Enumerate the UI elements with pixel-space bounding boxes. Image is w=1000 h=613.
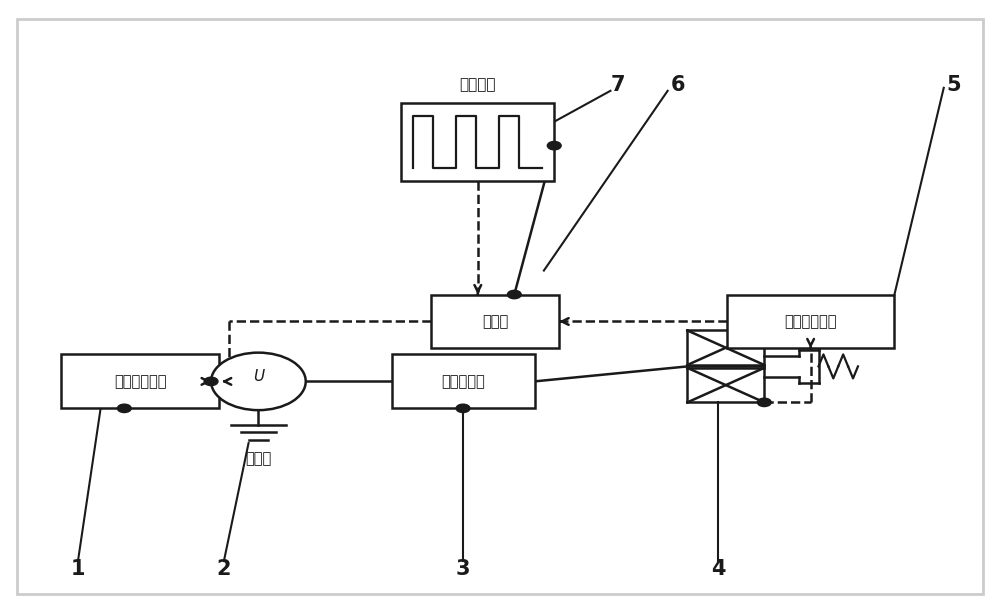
FancyBboxPatch shape: [727, 294, 894, 348]
Circle shape: [117, 404, 131, 413]
Text: 3: 3: [456, 559, 470, 579]
Text: 控制信号: 控制信号: [460, 77, 496, 92]
FancyBboxPatch shape: [392, 354, 535, 408]
Text: 压力传感系统: 压力传感系统: [784, 314, 837, 329]
Text: 7: 7: [611, 75, 626, 95]
FancyBboxPatch shape: [61, 354, 219, 408]
Circle shape: [456, 404, 470, 413]
Text: 4: 4: [711, 559, 725, 579]
FancyBboxPatch shape: [17, 19, 983, 594]
Circle shape: [757, 398, 771, 406]
Text: 1: 1: [71, 559, 85, 579]
Text: 电流检测器: 电流检测器: [441, 374, 485, 389]
Circle shape: [204, 377, 218, 386]
Circle shape: [507, 291, 521, 299]
Text: U: U: [253, 369, 264, 384]
Circle shape: [547, 142, 561, 150]
Text: 5: 5: [946, 75, 961, 95]
Text: 6: 6: [670, 75, 685, 95]
Circle shape: [211, 352, 306, 410]
FancyBboxPatch shape: [401, 103, 554, 181]
FancyBboxPatch shape: [431, 294, 559, 348]
Text: 占空比控制器: 占空比控制器: [114, 374, 166, 389]
Text: 电压源: 电压源: [245, 452, 272, 466]
Text: 控制器: 控制器: [482, 314, 508, 329]
Text: 2: 2: [217, 559, 231, 579]
